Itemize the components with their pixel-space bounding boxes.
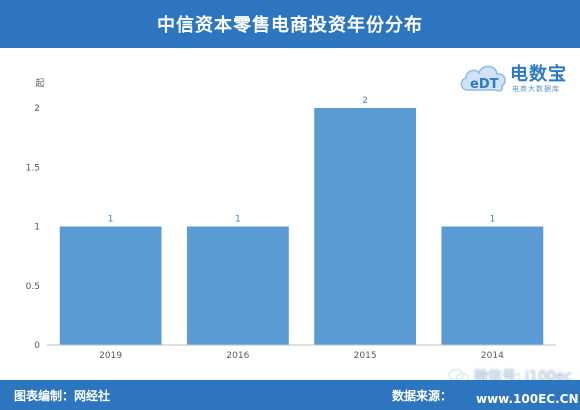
brand-logo: eDT 电数宝 电商大数据库 xyxy=(458,54,576,100)
page-title: 中信资本零售电商投资年份分布 xyxy=(157,15,423,36)
footer-bar: 图表编制：网经社 数据来源： xyxy=(0,380,580,410)
y-tick-labels: 0 0.5 1 1.5 2 xyxy=(26,104,41,351)
bar-2019 xyxy=(59,226,162,345)
data-labels: 1 1 2 1 xyxy=(108,96,495,225)
y-axis-label: 起 xyxy=(35,78,44,89)
bar-2014 xyxy=(441,226,544,345)
y-tick-label: 1.5 xyxy=(26,163,40,173)
cloud-logo-icon: eDT xyxy=(460,65,506,92)
logo-slogan: 电商大数据库 xyxy=(512,85,560,93)
y-tick-label: 2 xyxy=(34,104,40,114)
footer-source: 数据来源： xyxy=(392,389,453,403)
bar-series xyxy=(59,108,544,345)
x-tick-labels: 2019 2016 2015 2014 xyxy=(99,351,504,361)
y-tick-label: 0 xyxy=(34,341,40,351)
footer-editor: 图表编制：网经社 xyxy=(14,389,111,403)
x-tick-label: 2014 xyxy=(481,351,504,361)
data-label: 1 xyxy=(235,215,241,225)
x-tick-label: 2016 xyxy=(226,351,249,361)
logo-mark: eDT xyxy=(470,77,499,92)
logo-brand: 电数宝 xyxy=(510,64,567,85)
watermark-site: www.100EC.CN xyxy=(476,392,579,406)
y-tick-label: 0.5 xyxy=(26,282,40,292)
bar-2016 xyxy=(186,226,289,345)
y-tick-label: 1 xyxy=(34,223,40,233)
bar-2015 xyxy=(314,108,417,345)
x-tick-label: 2015 xyxy=(354,351,377,361)
header-bar: 中信资本零售电商投资年份分布 xyxy=(0,0,580,48)
x-tick-label: 2019 xyxy=(99,351,122,361)
chart-canvas: 起 0 0.5 1 1.5 2 1 1 2 1 2019 2016 2015 2014 xyxy=(26,78,556,361)
data-label: 1 xyxy=(108,215,114,225)
data-label: 1 xyxy=(490,215,496,225)
bar-chart: 起 0 0.5 1 1.5 2 1 1 2 1 2019 2016 2015 2014 xyxy=(0,48,580,380)
data-label: 2 xyxy=(362,96,368,106)
